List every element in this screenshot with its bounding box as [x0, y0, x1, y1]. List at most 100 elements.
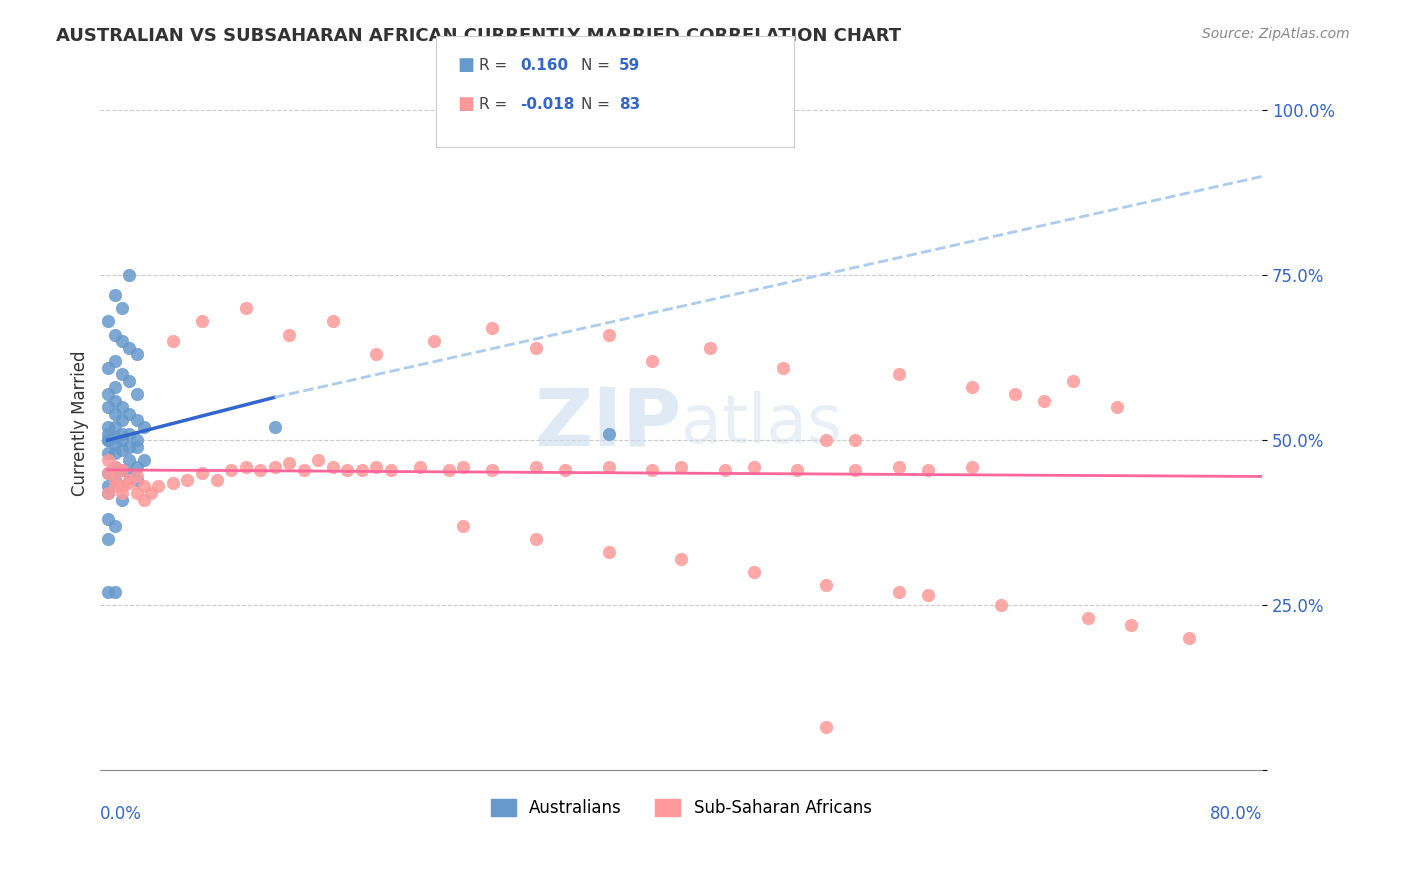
Point	[524, 459, 547, 474]
Point	[786, 463, 808, 477]
Point	[481, 321, 503, 335]
Point	[336, 463, 359, 477]
Point	[1178, 631, 1201, 645]
Point	[111, 479, 134, 493]
Text: R =: R =	[479, 97, 513, 112]
Point	[960, 459, 983, 474]
Point	[278, 327, 301, 342]
Point	[97, 426, 120, 441]
Point	[104, 420, 127, 434]
Point	[111, 368, 134, 382]
Text: AUSTRALIAN VS SUBSAHARAN AFRICAN CURRENTLY MARRIED CORRELATION CHART: AUSTRALIAN VS SUBSAHARAN AFRICAN CURRENT…	[56, 27, 901, 45]
Point	[132, 453, 155, 467]
Text: N =: N =	[581, 97, 614, 112]
Point	[641, 354, 664, 368]
Point	[104, 459, 127, 474]
Point	[97, 532, 120, 546]
Text: 83: 83	[619, 97, 640, 112]
Point	[97, 453, 120, 467]
Point	[1105, 401, 1128, 415]
Text: N =: N =	[581, 58, 614, 72]
Point	[118, 466, 141, 480]
Point	[205, 473, 228, 487]
Point	[1033, 393, 1056, 408]
Point	[125, 486, 148, 500]
Point	[118, 473, 141, 487]
Point	[1077, 611, 1099, 625]
Point	[380, 463, 402, 477]
Point	[104, 585, 127, 599]
Point	[104, 446, 127, 460]
Text: 80.0%: 80.0%	[1209, 805, 1263, 822]
Point	[235, 301, 257, 316]
Point	[97, 401, 120, 415]
Point	[111, 413, 134, 427]
Point	[104, 327, 127, 342]
Point	[118, 426, 141, 441]
Point	[97, 446, 120, 460]
Point	[97, 466, 120, 480]
Point	[97, 466, 120, 480]
Point	[176, 473, 198, 487]
Point	[104, 354, 127, 368]
Point	[191, 314, 214, 328]
Point	[1121, 618, 1143, 632]
Point	[742, 565, 765, 579]
Point	[97, 314, 120, 328]
Point	[104, 519, 127, 533]
Point	[815, 720, 838, 734]
Point	[524, 341, 547, 355]
Point	[125, 434, 148, 448]
Point	[990, 598, 1012, 612]
Point	[97, 479, 120, 493]
Point	[132, 479, 155, 493]
Point	[249, 463, 271, 477]
Point	[97, 512, 120, 526]
Text: 0.160: 0.160	[520, 58, 568, 72]
Point	[219, 463, 242, 477]
Point	[887, 585, 910, 599]
Point	[125, 473, 148, 487]
Point	[1062, 374, 1084, 388]
Point	[742, 459, 765, 474]
Point	[111, 463, 134, 477]
Point	[641, 463, 664, 477]
Point	[366, 347, 388, 361]
Point	[669, 552, 692, 566]
Point	[772, 360, 794, 375]
Point	[409, 459, 432, 474]
Point	[917, 588, 939, 602]
Point	[111, 301, 134, 316]
Point	[887, 368, 910, 382]
Point	[699, 341, 721, 355]
Point	[132, 492, 155, 507]
Point	[97, 585, 120, 599]
Point	[118, 476, 141, 491]
Point	[141, 486, 163, 500]
Point	[815, 578, 838, 592]
Point	[437, 463, 460, 477]
Text: 59: 59	[619, 58, 640, 72]
Point	[263, 459, 285, 474]
Point	[104, 430, 127, 444]
Point	[148, 479, 170, 493]
Point	[104, 407, 127, 421]
Point	[524, 532, 547, 546]
Point	[111, 401, 134, 415]
Point	[125, 469, 148, 483]
Point	[713, 463, 735, 477]
Point	[887, 459, 910, 474]
Point	[598, 459, 620, 474]
Y-axis label: Currently Married: Currently Married	[72, 351, 89, 497]
Point	[104, 479, 127, 493]
Point	[111, 426, 134, 441]
Point	[104, 288, 127, 302]
Point	[97, 486, 120, 500]
Text: ZIP: ZIP	[534, 384, 681, 463]
Text: Source: ZipAtlas.com: Source: ZipAtlas.com	[1202, 27, 1350, 41]
Point	[162, 334, 184, 349]
Point	[162, 476, 184, 491]
Text: -0.018: -0.018	[520, 97, 575, 112]
Point	[104, 473, 127, 487]
Point	[263, 420, 285, 434]
